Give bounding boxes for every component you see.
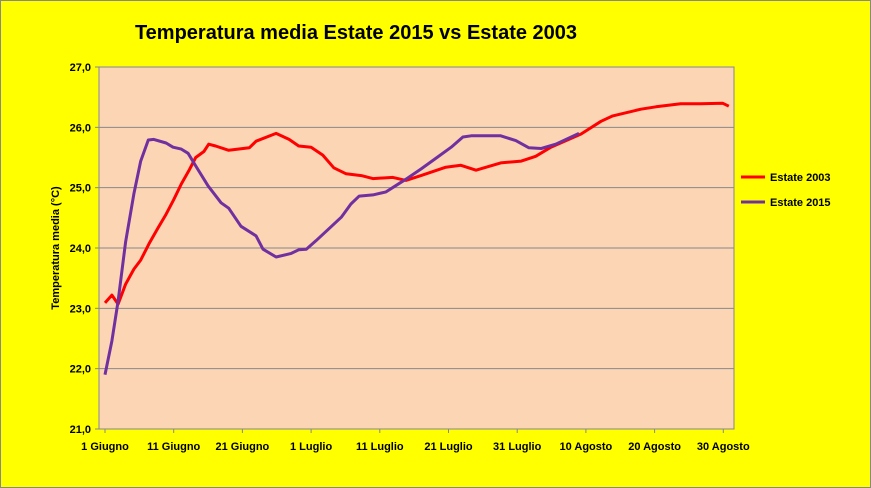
y-tick-label: 24,0 (70, 243, 91, 255)
x-tick-label: 20 Agosto (628, 441, 681, 453)
x-tick-label: 10 Agosto (560, 441, 613, 453)
x-tick-label: 30 Agosto (697, 441, 750, 453)
chart-title: Temperatura media Estate 2015 vs Estate … (135, 22, 577, 44)
y-tick-label: 22,0 (70, 364, 91, 376)
x-tick-label: 11 Giugno (147, 441, 200, 453)
series-line-estate-2015 (103, 132, 580, 376)
y-tick-label: 23,0 (70, 303, 91, 315)
legend-label-estate-2015: Estate 2015 (770, 197, 831, 209)
x-tick-label: 31 Luglio (493, 441, 542, 453)
x-tick-label: 11 Luglio (356, 441, 404, 453)
y-tick-label: 21,0 (70, 424, 91, 436)
legend-label-estate-2003: Estate 2003 (770, 172, 831, 184)
x-tick-label: 1 Luglio (290, 441, 332, 453)
y-tick-label: 26,0 (70, 122, 91, 134)
y-axis-label: Temperatura media (°C) (50, 186, 62, 310)
y-tick-label: 27,0 (70, 62, 91, 74)
x-tick-label: 21 Giugno (216, 441, 270, 453)
x-tick-label: 21 Luglio (424, 441, 473, 453)
y-tick-label: 25,0 (70, 183, 91, 195)
series-line-estate-2003 (103, 101, 730, 306)
x-tick-label: 1 Giugno (81, 441, 129, 453)
